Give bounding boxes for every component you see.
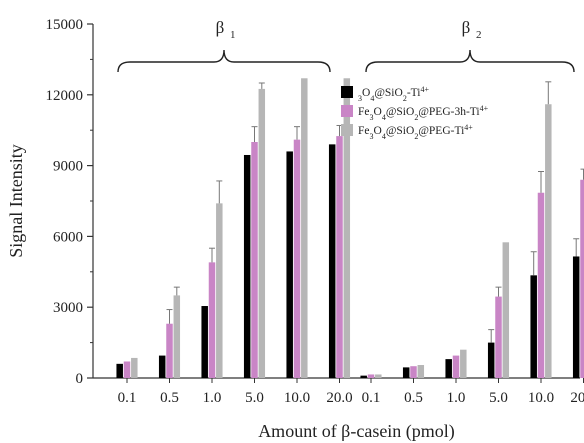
legend-label-part: 2 — [403, 94, 407, 103]
legend-label-part: 4 — [382, 132, 386, 141]
legend-label-part: @PEG-3h-Ti — [418, 106, 479, 118]
legend-label-part: Fe — [358, 125, 370, 137]
bar — [336, 136, 343, 378]
x-tick-label: 0.1 — [118, 390, 137, 406]
brace-group-1-label: β — [216, 18, 225, 37]
x-tick-label: 10.0 — [284, 390, 310, 406]
bar — [402, 367, 410, 378]
legend-label-part: @SiO — [386, 125, 415, 137]
y-tick-label: 9000 — [53, 159, 83, 175]
bar — [410, 366, 417, 378]
bar — [495, 296, 502, 378]
bar — [251, 142, 258, 378]
y-tick-label: 6000 — [53, 229, 83, 245]
legend-label: 3O4@SiO2-Ti4+ — [358, 85, 429, 103]
bar — [293, 139, 301, 378]
bar — [367, 374, 375, 378]
bar — [258, 88, 266, 379]
legend-label-part: 2 — [414, 113, 418, 122]
bar — [131, 357, 138, 378]
legend-label-part: 3 — [370, 132, 374, 141]
legend-label-part: -Ti — [407, 87, 421, 99]
legend-label-part: @PEG-Ti — [418, 125, 464, 137]
legend-label: Fe3O4@SiO2@PEG-Ti4+ — [358, 123, 473, 141]
bar — [487, 342, 495, 378]
bar — [502, 242, 510, 378]
legend-label-part: 4+ — [480, 104, 489, 113]
legend-label-part: O — [374, 106, 382, 118]
bar — [328, 144, 336, 378]
bar — [116, 363, 123, 378]
legend: 3O4@SiO2-Ti4+Fe3O4@SiO2@PEG-3h-Ti4+Fe3O4… — [341, 85, 489, 141]
brace-group-1-label-sub: 1 — [230, 29, 236, 41]
x-tick-label: 5.0 — [489, 390, 508, 406]
legend-swatch — [341, 105, 353, 117]
bar — [580, 179, 584, 378]
y-axis-title: Signal Intensity — [6, 144, 26, 258]
legend-label-part: @SiO — [374, 87, 403, 99]
bar — [201, 306, 208, 378]
brace-group-2-label-sub: 2 — [476, 29, 482, 41]
y-tick-label: 3000 — [53, 300, 83, 316]
x-tick-label: 0.5 — [160, 390, 179, 406]
bar — [545, 104, 552, 379]
bar — [537, 192, 545, 378]
legend-label-part: 4+ — [464, 123, 473, 132]
legend-label-part: O — [362, 87, 370, 99]
bar — [445, 359, 452, 378]
legend-label-part: 2 — [414, 132, 418, 141]
bar — [286, 151, 293, 378]
brace-group-1 — [117, 49, 331, 73]
bar — [417, 365, 425, 378]
legend-swatch — [341, 124, 353, 136]
y-tick-label: 15000 — [46, 17, 84, 33]
y-tick-label: 12000 — [46, 88, 84, 104]
legend-label-part: 3 — [370, 113, 374, 122]
bar — [375, 374, 382, 378]
legend-label-part: O — [374, 125, 382, 137]
bar — [166, 323, 173, 378]
bar — [216, 203, 223, 378]
bar — [572, 256, 580, 378]
legend-label-part: 4 — [370, 94, 374, 103]
brace-group-2 — [365, 49, 575, 73]
legend-label-part: 3 — [358, 94, 362, 103]
bars — [116, 78, 584, 379]
bar — [208, 262, 216, 378]
brace-group-2-label: β — [462, 18, 471, 37]
legend-label-part: 4 — [382, 113, 386, 122]
y-tick-label: 0 — [76, 371, 84, 387]
legend-label: Fe3O4@SiO2@PEG-3h-Ti4+ — [358, 104, 489, 122]
bar — [301, 78, 308, 378]
x-tick-label: 0.5 — [404, 390, 423, 406]
legend-label-part: Fe — [358, 106, 370, 118]
bar — [343, 78, 351, 378]
bar — [158, 355, 166, 378]
axes: 0 3000 6000 9000 12000 15000 Signal Intensity A… — [6, 17, 584, 442]
x-tick-label: 1.0 — [447, 390, 466, 406]
x-tick-label: 20.0 — [570, 390, 584, 406]
x-tick-label: 0.1 — [362, 390, 381, 406]
bar — [360, 375, 367, 378]
x-tick-label: 20.0 — [326, 390, 352, 406]
x-axis-title: Amount of β-casein (pmol) — [258, 421, 455, 442]
bar — [452, 355, 460, 378]
bar — [530, 275, 537, 378]
x-tick-label: 5.0 — [245, 390, 264, 406]
legend-label-part: @SiO — [386, 106, 415, 118]
legend-label-part: 4+ — [420, 85, 429, 94]
bar — [243, 154, 251, 378]
bar — [460, 349, 467, 378]
bar — [123, 361, 131, 378]
x-tick-label: 1.0 — [203, 390, 222, 406]
bar — [173, 295, 181, 378]
legend-swatch — [341, 86, 353, 98]
x-tick-label: 10.0 — [528, 390, 554, 406]
